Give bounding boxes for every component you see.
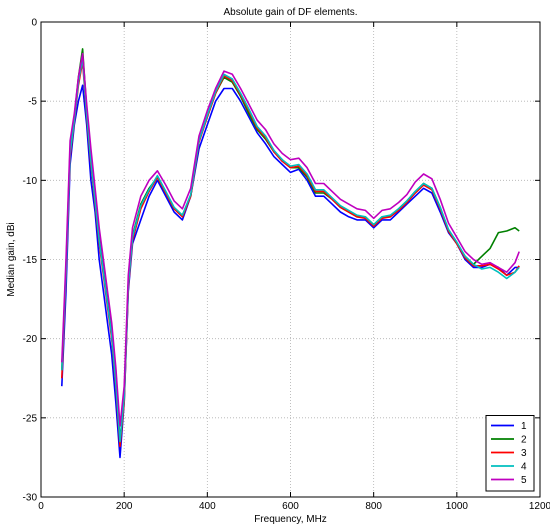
legend-label-4: 4 [521, 462, 527, 473]
x-tick-label: 600 [282, 501, 299, 512]
y-tick-label: -10 [23, 176, 38, 187]
axis-ticks: 0 200 400 600 800 1000 1200 0 -5 -10 -15 -20 -25 -30 [23, 18, 550, 513]
x-tick-label: 200 [116, 501, 133, 512]
legend-label-3: 3 [521, 448, 527, 459]
series-line-5 [61, 52, 520, 427]
y-tick-label: -20 [23, 334, 38, 345]
x-tick-label: 1000 [446, 501, 469, 512]
x-tick-label: 800 [365, 501, 382, 512]
series-lines [61, 48, 520, 459]
series-line-4 [61, 57, 520, 443]
y-tick-label: -5 [28, 97, 37, 108]
y-tick-label: 0 [31, 18, 37, 29]
y-axis-title: Median gain, dBi [6, 222, 17, 297]
x-tick-label: 1200 [529, 501, 550, 512]
legend-label-5: 5 [521, 475, 527, 486]
x-tick-label: 400 [199, 501, 216, 512]
x-axis-title: Frequency, MHz [254, 514, 327, 525]
grid [41, 22, 540, 497]
legend-label-1: 1 [521, 421, 527, 432]
y-tick-label: -25 [23, 413, 38, 424]
legend: 1 2 3 4 5 [485, 415, 535, 492]
series-line-1 [61, 84, 520, 459]
x-tick-label: 0 [38, 501, 44, 512]
legend-label-2: 2 [521, 435, 527, 446]
chart-title: Absolute gain of DF elements. [224, 7, 358, 18]
y-tick-label: -30 [23, 493, 38, 504]
y-tick-label: -15 [23, 255, 38, 266]
